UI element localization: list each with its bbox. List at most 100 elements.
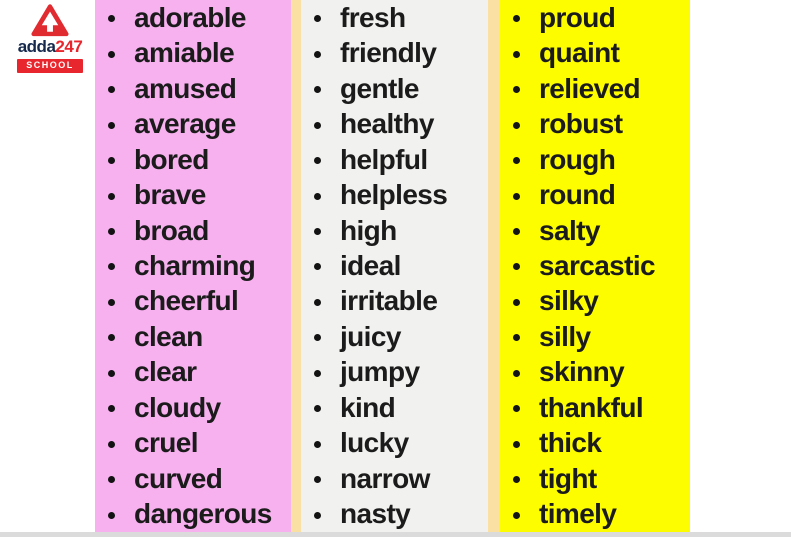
word-label: skinny — [539, 356, 625, 388]
word-item: amiable — [95, 35, 291, 70]
word-label: adorable — [134, 1, 247, 33]
word-label: friendly — [340, 37, 437, 69]
bullet-icon — [108, 192, 115, 200]
bullet-icon — [314, 157, 321, 165]
word-item: clear — [95, 355, 291, 390]
word-label: average — [134, 108, 236, 140]
logo-number-text: 247 — [55, 37, 83, 56]
word-item: average — [95, 106, 291, 141]
column-divider — [291, 0, 301, 532]
bullet-icon — [108, 298, 115, 306]
bullet-icon — [108, 263, 115, 271]
word-label: charming — [134, 249, 256, 281]
word-item: gentle — [301, 71, 488, 106]
word-item: ideal — [301, 248, 488, 283]
word-label: kind — [340, 391, 396, 423]
bullet-icon — [314, 298, 321, 306]
bullet-icon — [314, 50, 321, 58]
bullet-icon — [108, 476, 115, 484]
bullet-icon — [314, 440, 321, 448]
word-label: tight — [539, 462, 597, 494]
logo-brand-text: adda — [17, 37, 56, 56]
bullet-icon — [314, 228, 321, 236]
word-item: relieved — [500, 71, 690, 106]
word-label: nasty — [340, 498, 411, 530]
word-item: helpless — [301, 177, 488, 212]
word-item: healthy — [301, 106, 488, 141]
word-item: salty — [500, 213, 690, 248]
adda247-triangle-arrow-icon — [31, 4, 69, 37]
word-label: rough — [539, 143, 616, 175]
bullet-icon — [513, 476, 520, 484]
word-item: tight — [500, 461, 690, 496]
word-label: salty — [539, 214, 600, 246]
bullet-icon — [513, 405, 520, 413]
bullet-icon — [314, 263, 321, 271]
bullet-icon — [108, 228, 115, 236]
word-column-pink: adorable amiable amused average bored brave br… — [95, 0, 291, 532]
word-item: clean — [95, 319, 291, 354]
adda247-logo: adda247 SCHOOL — [14, 4, 86, 73]
word-label: narrow — [340, 462, 430, 494]
bullet-icon — [314, 334, 321, 342]
word-label: broad — [134, 214, 209, 246]
word-list: proud quaint relieved robust rough round salty… — [500, 0, 690, 532]
bullet-icon — [513, 263, 520, 271]
word-label: clean — [134, 320, 203, 352]
word-label: clear — [134, 356, 197, 388]
bullet-icon — [513, 511, 520, 519]
word-item: jumpy — [301, 355, 488, 390]
word-item: rough — [500, 142, 690, 177]
word-item: robust — [500, 106, 690, 141]
word-label: juicy — [340, 320, 401, 352]
word-item: charming — [95, 248, 291, 283]
word-item: broad — [95, 213, 291, 248]
word-label: helpless — [340, 179, 448, 211]
word-label: silky — [539, 285, 599, 317]
word-label: gentle — [340, 72, 419, 104]
word-label: cheerful — [134, 285, 239, 317]
word-item: silly — [500, 319, 690, 354]
bullet-icon — [513, 369, 520, 377]
word-label: healthy — [340, 108, 434, 140]
word-item: dangerous — [95, 497, 291, 532]
word-label: brave — [134, 179, 206, 211]
word-label: dangerous — [134, 498, 272, 530]
bullet-icon — [108, 121, 115, 129]
bullet-icon — [513, 15, 520, 23]
bullet-icon — [513, 228, 520, 236]
word-column-yellow: proud quaint relieved robust rough round salty… — [500, 0, 690, 532]
bullet-icon — [513, 298, 520, 306]
word-item: adorable — [95, 0, 291, 35]
word-label: ideal — [340, 249, 401, 281]
bullet-icon — [513, 86, 520, 94]
word-label: cloudy — [134, 391, 221, 423]
bullet-icon — [314, 86, 321, 94]
bullet-icon — [513, 121, 520, 129]
word-item: curved — [95, 461, 291, 496]
word-item: kind — [301, 390, 488, 425]
word-label: robust — [539, 108, 623, 140]
bullet-icon — [513, 50, 520, 58]
bullet-icon — [314, 121, 321, 129]
bullet-icon — [108, 405, 115, 413]
word-label: amused — [134, 72, 237, 104]
word-label: thick — [539, 427, 602, 459]
school-badge: SCHOOL — [17, 59, 83, 73]
word-item: cheerful — [95, 284, 291, 319]
word-item: sarcastic — [500, 248, 690, 283]
word-item: cloudy — [95, 390, 291, 425]
word-item: thankful — [500, 390, 690, 425]
word-item: nasty — [301, 497, 488, 532]
word-label: quaint — [539, 37, 620, 69]
word-label: irritable — [340, 285, 438, 317]
word-item: bored — [95, 142, 291, 177]
bottom-edge-strip — [0, 532, 791, 537]
column-divider — [488, 0, 500, 532]
word-item: helpful — [301, 142, 488, 177]
word-item: thick — [500, 426, 690, 461]
word-label: high — [340, 214, 397, 246]
word-item: friendly — [301, 35, 488, 70]
word-label: sarcastic — [539, 249, 656, 281]
logo-wordmark: adda247 — [14, 38, 86, 55]
